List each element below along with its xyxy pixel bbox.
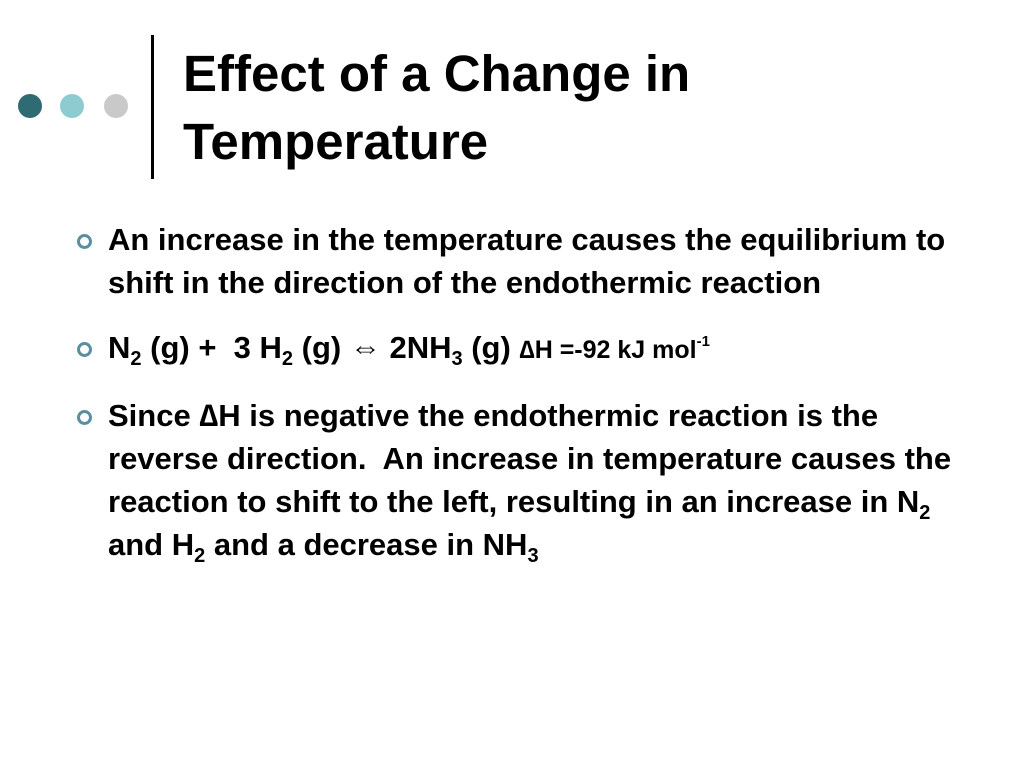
text-run: 2 — [281, 348, 294, 370]
divider — [151, 35, 154, 179]
bullet: Since ∆H is negative the endothermic rea… — [77, 394, 960, 567]
bullet-marker — [77, 234, 92, 249]
decor-dot — [104, 94, 128, 118]
text-run: 2 — [130, 348, 142, 370]
slide-title: Effect of a Change in Temperature — [183, 45, 691, 170]
bullet-list: An increase in the temperature causes th… — [77, 218, 960, 588]
bullet-marker — [77, 342, 92, 357]
text-run: (g) + 3 H — [141, 330, 282, 365]
text-run: (g) — [462, 330, 520, 365]
text-run: (g) ⇔ 2NH — [293, 330, 452, 365]
text-run: An increase in the temperature causes th… — [108, 222, 954, 300]
text-run: and H — [108, 484, 940, 562]
text-run: 3 — [527, 545, 539, 567]
text-run: 2 — [194, 545, 206, 567]
bullet-marker — [77, 410, 92, 425]
text-run: 2 — [919, 502, 931, 524]
bullet: N2 (g) + 3 H2 (g) ⇔ 2NH3 (g) ∆H =-92 kJ … — [77, 326, 958, 372]
bullet: An increase in the temperature causes th… — [77, 218, 958, 304]
text-run: Since ∆H is negative the endothermic rea… — [108, 398, 960, 519]
text-run: -1 — [696, 333, 710, 350]
text-run: 3 — [451, 348, 463, 370]
text-run: ∆H =-92 kJ mol — [519, 336, 697, 364]
decor-dot — [60, 94, 84, 118]
text-run: and a decrease in NH — [205, 527, 528, 562]
text-run: N — [108, 330, 131, 365]
decor-dot — [18, 94, 42, 118]
